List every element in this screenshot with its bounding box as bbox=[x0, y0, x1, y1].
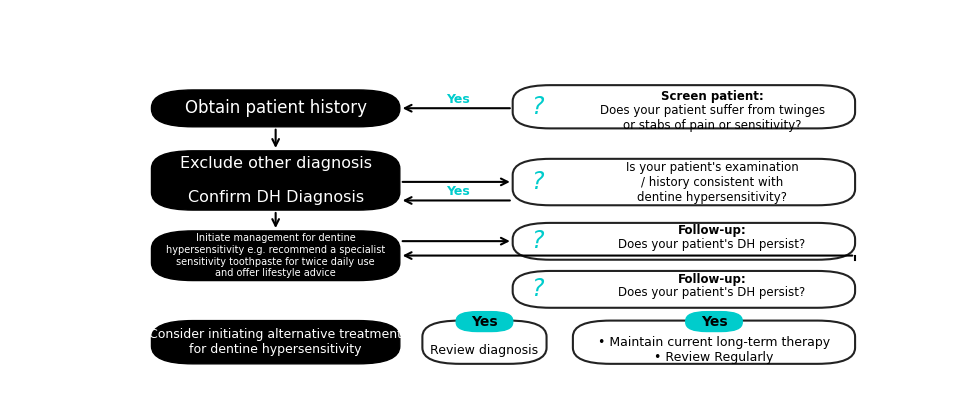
Text: Follow-up:: Follow-up: bbox=[678, 272, 747, 285]
Text: Follow-up:: Follow-up: bbox=[678, 225, 747, 238]
FancyBboxPatch shape bbox=[151, 231, 400, 280]
Text: Does your patient's DH persist?: Does your patient's DH persist? bbox=[619, 238, 806, 251]
Text: ?: ? bbox=[531, 95, 544, 119]
FancyBboxPatch shape bbox=[151, 151, 400, 210]
Text: Yes: Yes bbox=[701, 314, 727, 329]
FancyBboxPatch shape bbox=[151, 90, 400, 127]
FancyBboxPatch shape bbox=[151, 321, 400, 364]
Text: Exclude other diagnosis

Confirm DH Diagnosis: Exclude other diagnosis Confirm DH Diagn… bbox=[180, 156, 372, 206]
Text: • Maintain current long-term therapy
• Review Regularly: • Maintain current long-term therapy • R… bbox=[598, 336, 830, 364]
Text: Review diagnosis: Review diagnosis bbox=[430, 344, 539, 357]
Text: Screen patient:: Screen patient: bbox=[660, 90, 763, 103]
Text: Does your patient's DH persist?: Does your patient's DH persist? bbox=[619, 286, 806, 299]
FancyBboxPatch shape bbox=[456, 312, 513, 332]
Text: Yes: Yes bbox=[471, 314, 498, 329]
Text: Yes: Yes bbox=[446, 93, 470, 106]
Text: Is your patient's examination
/ history consistent with
dentine hypersensitivity: Is your patient's examination / history … bbox=[625, 161, 798, 203]
FancyBboxPatch shape bbox=[573, 321, 855, 364]
Text: Obtain patient history: Obtain patient history bbox=[184, 99, 367, 117]
Text: ?: ? bbox=[531, 229, 544, 253]
Text: Initiate management for dentine
hypersensitivity e.g. recommend a specialist
sen: Initiate management for dentine hypersen… bbox=[166, 233, 385, 278]
FancyBboxPatch shape bbox=[513, 271, 855, 308]
Text: ?: ? bbox=[531, 277, 544, 301]
Text: ?: ? bbox=[531, 170, 544, 194]
FancyBboxPatch shape bbox=[513, 85, 855, 129]
FancyBboxPatch shape bbox=[422, 321, 547, 364]
FancyBboxPatch shape bbox=[513, 159, 855, 205]
Text: Does your patient suffer from twinges
or stabs of pain or sensitivity?: Does your patient suffer from twinges or… bbox=[599, 104, 824, 131]
Text: Yes: Yes bbox=[446, 185, 470, 198]
FancyBboxPatch shape bbox=[513, 223, 855, 260]
FancyBboxPatch shape bbox=[686, 312, 742, 332]
Text: Consider initiating alternative treatment
for dentine hypersensitivity: Consider initiating alternative treatmen… bbox=[150, 328, 402, 356]
